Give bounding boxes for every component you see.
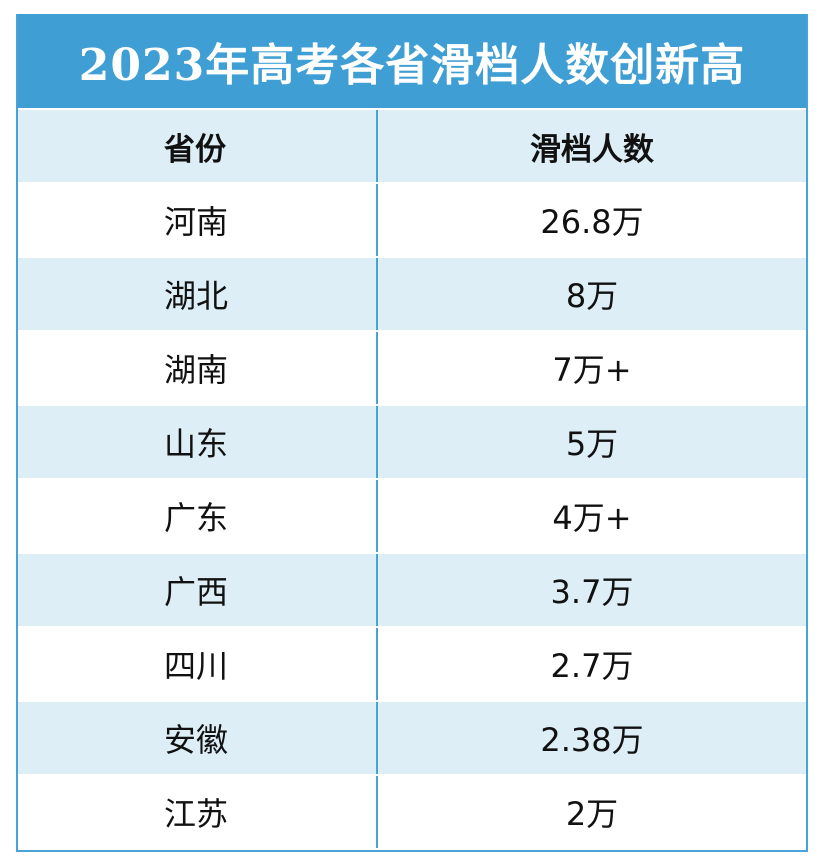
- province-cell: 江苏: [18, 776, 378, 848]
- header-count: 滑档人数: [530, 131, 654, 168]
- province-cell: 湖南: [18, 332, 378, 404]
- table-row: 湖南 7万+: [18, 330, 806, 404]
- count-cell: 2.7万: [550, 647, 634, 685]
- header-province: 省份: [18, 110, 378, 182]
- province-cell: 广西: [18, 554, 378, 626]
- count-cell: 2.38万: [540, 721, 644, 759]
- province-cell: 安徽: [18, 702, 378, 774]
- province-cell: 广东: [18, 480, 378, 552]
- count-cell: 5万: [565, 425, 619, 463]
- data-table: 2023年高考各省滑档人数创新高 省份 滑档人数 河南 26.8万 湖北 8万 …: [16, 14, 808, 852]
- province-cell: 山东: [18, 406, 378, 478]
- table-row: 江苏 2万: [18, 774, 806, 848]
- province-cell: 河南: [18, 184, 378, 256]
- count-cell: 7万+: [552, 351, 632, 389]
- count-cell: 4万+: [552, 499, 632, 537]
- province-cell: 湖北: [18, 258, 378, 330]
- table-title-bar: 2023年高考各省滑档人数创新高: [18, 14, 806, 108]
- table-row: 广东 4万+: [18, 478, 806, 552]
- table-row: 安徽 2.38万: [18, 700, 806, 774]
- table-row: 四川 2.7万: [18, 626, 806, 700]
- count-cell: 3.7万: [550, 573, 634, 611]
- table-title: 2023年高考各省滑档人数创新高: [78, 40, 746, 91]
- table-row: 山东 5万: [18, 404, 806, 478]
- table-row: 河南 26.8万: [18, 182, 806, 256]
- table-row: 湖北 8万: [18, 256, 806, 330]
- table-header-row: 省份 滑档人数: [18, 108, 806, 182]
- count-cell: 2万: [565, 795, 619, 833]
- table-row: 广西 3.7万: [18, 552, 806, 626]
- count-cell: 26.8万: [540, 203, 644, 241]
- count-cell: 8万: [565, 277, 619, 315]
- province-cell: 四川: [18, 628, 378, 700]
